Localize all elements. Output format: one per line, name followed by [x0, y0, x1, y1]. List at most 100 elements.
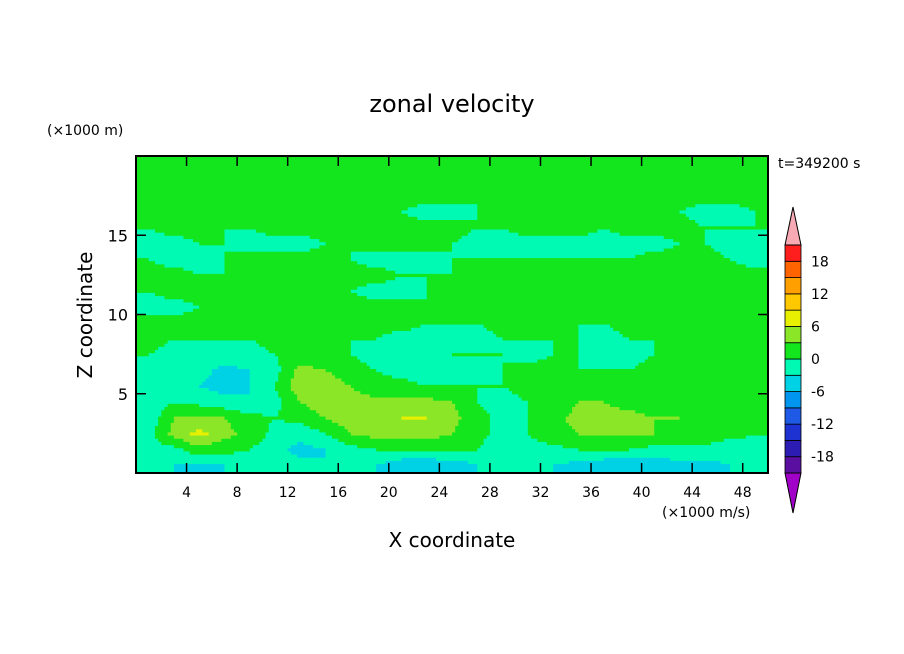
heatmap-cell: [698, 222, 756, 227]
heatmap-cell: [136, 228, 156, 233]
heatmap-cell: [344, 441, 485, 446]
heatmap-cell: [325, 431, 352, 436]
heatmap-cell: [224, 232, 267, 236]
heatmap-cell: [685, 206, 750, 211]
heatmap-cell: [477, 387, 510, 392]
heatmap-cell: [420, 324, 485, 328]
heatmap-cell: [357, 355, 548, 360]
heatmap-cell: [136, 453, 298, 458]
heatmap-cell: [136, 374, 210, 379]
heatmap-cell: [350, 254, 636, 259]
heatmap-cell: [136, 362, 279, 366]
heatmap-cell: [695, 203, 741, 208]
heatmap-cell: [489, 412, 529, 417]
heatmap-cell: [164, 263, 226, 268]
heatmap-cell: [730, 463, 769, 468]
heatmap-cell: [136, 431, 156, 436]
heatmap-cell: [395, 270, 453, 274]
heatmap-cell: [578, 400, 605, 404]
heatmap-cell: [281, 365, 298, 369]
heatmap-cell: [546, 355, 579, 360]
heatmap-cell: [303, 441, 346, 446]
heatmap-cell: [202, 381, 251, 385]
heatmap-cell: [480, 444, 564, 449]
heatmap-cell: [575, 403, 611, 408]
heatmap-cell: [610, 403, 769, 408]
heatmap-cell: [502, 365, 579, 369]
heatmap-cell: [407, 213, 478, 217]
heatmap-cell: [578, 330, 621, 335]
heatmap-cell: [136, 159, 769, 163]
heatmap-cell: [382, 371, 504, 376]
colorbar-level: [784, 326, 802, 344]
heatmap-cell: [578, 327, 614, 331]
heatmap-cell: [290, 384, 352, 389]
heatmap-cell: [407, 377, 504, 382]
heatmap-cell: [502, 374, 769, 379]
heatmap-cell: [654, 352, 769, 357]
heatmap-cell: [319, 244, 453, 249]
heatmap-cell: [164, 343, 260, 347]
heatmap-cell: [477, 203, 696, 208]
heatmap-cell: [230, 425, 270, 430]
heatmap-cell: [136, 203, 418, 208]
heatmap-cell: [136, 285, 358, 290]
heatmap-cell: [477, 209, 681, 214]
heatmap-cell: [644, 251, 722, 255]
heatmap-cell: [275, 381, 292, 385]
heatmap-cell: [755, 216, 769, 220]
heatmap-cell: [136, 213, 409, 217]
y-unit-label: (×1000 m): [47, 123, 123, 139]
heatmap-cell: [455, 406, 485, 411]
heatmap-cell: [136, 463, 175, 468]
heatmap-cell: [189, 450, 235, 455]
heatmap-cell: [578, 343, 655, 347]
heatmap-cell: [211, 371, 251, 376]
x-tick-label: 8: [233, 485, 242, 501]
heatmap-cell: [297, 396, 434, 401]
heatmap-cell: [527, 415, 567, 420]
heatmap-cell: [452, 244, 674, 249]
colorbar-level: [784, 440, 802, 458]
heatmap-cell: [568, 422, 655, 427]
heatmap-cell: [154, 349, 270, 354]
heatmap-cell: [357, 260, 453, 265]
heatmap-cell: [745, 263, 769, 268]
heatmap-cell: [265, 434, 333, 439]
heatmap-cell: [325, 453, 769, 458]
heatmap-cell: [136, 304, 200, 309]
colorbar-level: [784, 374, 802, 392]
heatmap-cell: [477, 216, 690, 220]
x-axis-label: X coordinate: [389, 528, 516, 552]
heatmap-cell: [644, 412, 769, 417]
heatmap-cell: [265, 431, 327, 436]
colorbar-under-arrow: [784, 472, 802, 514]
heatmap-cell: [136, 301, 194, 306]
heatmap-cell: [350, 251, 646, 255]
heatmap-cell: [679, 415, 769, 420]
heatmap-cell: [483, 441, 548, 446]
heatmap-cell: [136, 276, 396, 281]
heatmap-cell: [259, 343, 352, 347]
heatmap-cell: [271, 419, 286, 423]
heatmap-cell: [622, 333, 769, 338]
heatmap-cell: [161, 441, 191, 446]
heatmap-cell: [572, 409, 636, 414]
heatmap-cell: [136, 457, 403, 461]
heatmap-cell: [572, 425, 655, 430]
heatmap-cell: [704, 228, 769, 233]
x-tick-label: 16: [329, 485, 347, 501]
heatmap-cell: [647, 355, 769, 360]
heatmap-cell: [619, 406, 769, 411]
colorbar-level: [784, 407, 802, 425]
heatmap-cell: [695, 219, 756, 224]
heatmap-cell: [527, 412, 570, 417]
heatmap-cell: [218, 390, 251, 395]
heatmap-cell: [148, 257, 226, 262]
heatmap-cell: [578, 431, 655, 436]
heatmap-cell: [290, 387, 355, 392]
heatmap-cell: [281, 403, 308, 408]
heatmap-cell: [136, 187, 769, 192]
heatmap-cell: [730, 466, 769, 471]
heatmap-cell: [161, 412, 263, 417]
